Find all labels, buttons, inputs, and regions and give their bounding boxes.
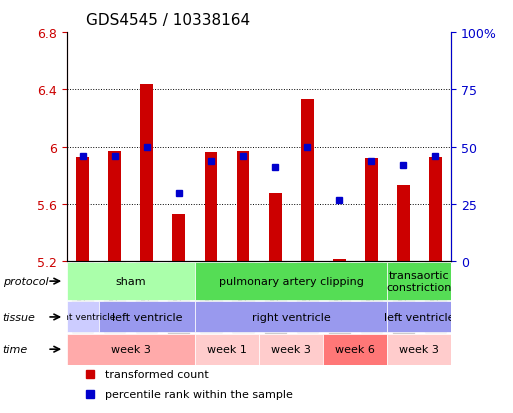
Text: week 1: week 1 <box>207 344 247 354</box>
Bar <box>172 215 185 262</box>
Text: week 3: week 3 <box>400 344 439 354</box>
FancyBboxPatch shape <box>323 334 387 365</box>
Text: transaortic
constriction: transaortic constriction <box>387 271 452 292</box>
Text: week 6: week 6 <box>336 344 375 354</box>
FancyBboxPatch shape <box>195 302 387 332</box>
Text: protocol: protocol <box>3 276 48 287</box>
Text: tissue: tissue <box>3 312 35 322</box>
FancyBboxPatch shape <box>98 302 195 332</box>
Text: pulmonary artery clipping: pulmonary artery clipping <box>219 276 364 287</box>
Text: GDS4545 / 10338164: GDS4545 / 10338164 <box>86 13 250 28</box>
Bar <box>76 157 89 262</box>
FancyBboxPatch shape <box>387 334 451 365</box>
FancyBboxPatch shape <box>195 263 387 300</box>
FancyBboxPatch shape <box>387 302 451 332</box>
Text: right ventricle: right ventricle <box>252 312 330 322</box>
FancyBboxPatch shape <box>259 334 323 365</box>
Bar <box>333 259 346 262</box>
Text: week 3: week 3 <box>271 344 311 354</box>
Bar <box>301 100 313 262</box>
Bar <box>205 153 218 262</box>
FancyBboxPatch shape <box>67 334 195 365</box>
FancyBboxPatch shape <box>195 334 259 365</box>
Bar <box>269 193 282 262</box>
Text: left ventricle: left ventricle <box>384 312 455 322</box>
Bar <box>365 159 378 262</box>
Text: right ventricle: right ventricle <box>51 313 115 322</box>
Text: transformed count: transformed count <box>105 369 209 379</box>
Bar <box>429 157 442 262</box>
FancyBboxPatch shape <box>387 263 451 300</box>
Text: time: time <box>3 344 28 354</box>
FancyBboxPatch shape <box>67 263 195 300</box>
Bar <box>108 152 121 262</box>
Text: left ventricle: left ventricle <box>112 312 182 322</box>
FancyBboxPatch shape <box>67 302 98 332</box>
Bar <box>236 152 249 262</box>
Text: sham: sham <box>115 276 146 287</box>
Text: week 3: week 3 <box>111 344 151 354</box>
Bar <box>141 85 153 262</box>
Text: percentile rank within the sample: percentile rank within the sample <box>105 389 293 399</box>
Bar <box>397 186 410 262</box>
